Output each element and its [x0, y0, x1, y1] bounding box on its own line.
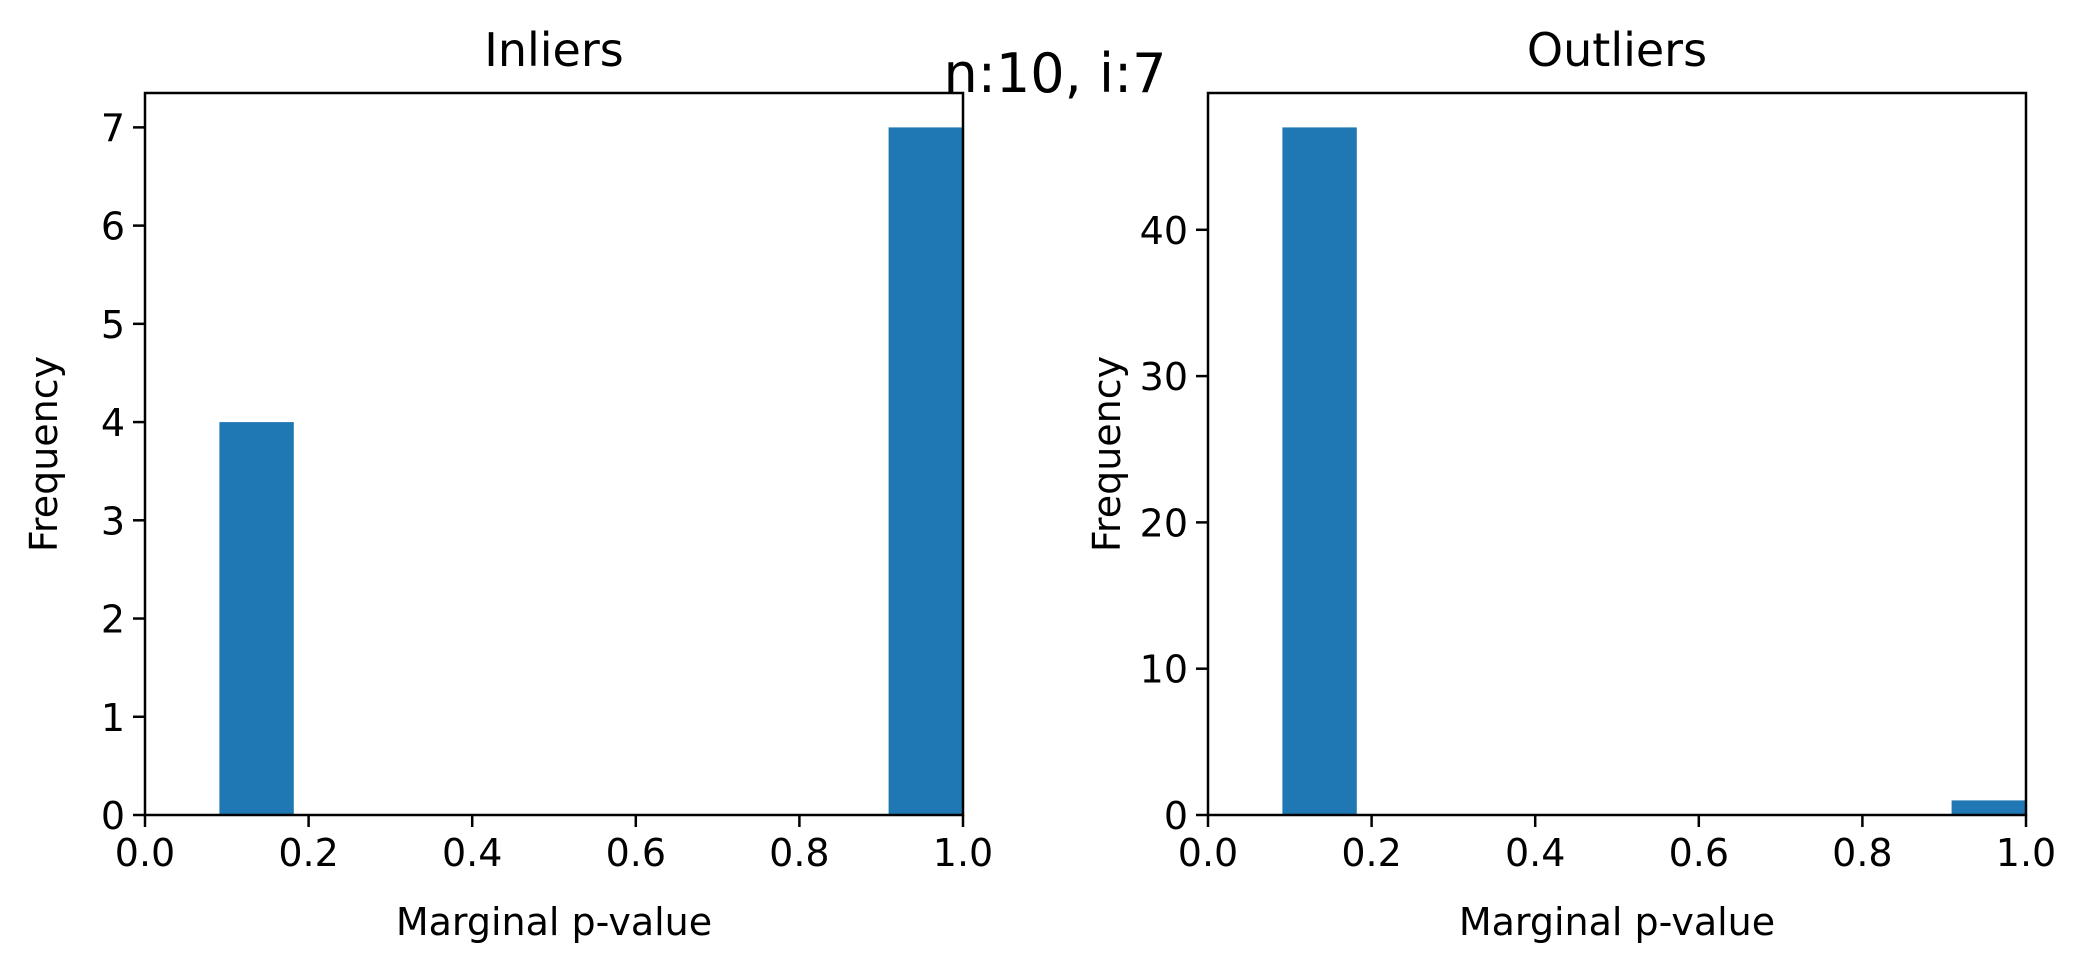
outliers-xtick-label-5: 1.0 — [1996, 831, 2056, 875]
outliers-xtick-label-0: 0.0 — [1178, 831, 1238, 875]
inliers-ytick-label-5: 5 — [101, 303, 125, 347]
outliers-ytick-label-3: 30 — [1140, 355, 1188, 399]
outliers-title: Outliers — [1527, 23, 1707, 77]
inliers-ytick-label-0: 0 — [101, 794, 125, 838]
outliers-ytick-label-4: 40 — [1140, 209, 1188, 253]
inliers-ytick-label-6: 6 — [101, 205, 125, 249]
outliers-ytick-label-2: 20 — [1140, 501, 1188, 545]
inliers-ytick-label-7: 7 — [101, 106, 125, 150]
figure-suptitle: n:10, i:7 — [943, 42, 1166, 105]
inliers-yticks: 0 1 2 3 4 5 6 7 — [101, 106, 145, 838]
inliers-bars — [219, 127, 963, 815]
inliers-xtick-label-4: 0.8 — [769, 831, 829, 875]
outliers-bar-0 — [1282, 127, 1357, 815]
inliers-xtick-label-3: 0.6 — [606, 831, 666, 875]
inliers-bar-1 — [888, 127, 963, 815]
outliers-ytick-label-1: 10 — [1140, 648, 1188, 692]
inliers-xticks: 0.0 0.2 0.4 0.6 0.8 1.0 — [115, 815, 993, 875]
inliers-axes-frame — [143, 91, 965, 817]
inliers-bar-0 — [219, 422, 294, 815]
outliers-ytick-label-0: 0 — [1164, 794, 1188, 838]
outliers-xtick-label-2: 0.4 — [1505, 831, 1565, 875]
outliers-xticks: 0.0 0.2 0.4 0.6 0.8 1.0 — [1178, 815, 2056, 875]
outliers-xtick-label-1: 0.2 — [1341, 831, 1401, 875]
inliers-ytick-label-4: 4 — [101, 401, 125, 445]
inliers-ytick-label-2: 2 — [101, 598, 125, 642]
inliers-xtick-label-2: 0.4 — [442, 831, 502, 875]
outliers-bars — [1282, 127, 2026, 815]
inliers-ytick-label-3: 3 — [101, 499, 125, 543]
inliers-xtick-label-5: 1.0 — [933, 831, 993, 875]
outliers-ylabel: Frequency — [1085, 356, 1129, 552]
inliers-ylabel: Frequency — [22, 356, 66, 552]
outliers-xtick-label-3: 0.6 — [1669, 831, 1729, 875]
inliers-xlabel: Marginal p-value — [396, 900, 712, 944]
inliers-ytick-label-1: 1 — [101, 696, 125, 740]
inliers-xtick-label-0: 0.0 — [115, 831, 175, 875]
outliers-bar-1 — [1951, 800, 2026, 815]
inliers-xtick-label-1: 0.2 — [278, 831, 338, 875]
outliers-axes-frame — [1206, 91, 2028, 817]
inliers-panel: 0 1 2 3 4 5 6 7 0.0 0.2 0.4 0.6 0.8 1.0 Inliers Marg… — [22, 23, 993, 944]
inliers-title: Inliers — [484, 23, 623, 77]
outliers-yticks: 0 10 20 30 40 — [1140, 209, 1208, 838]
outliers-xlabel: Marginal p-value — [1459, 900, 1775, 944]
outliers-panel: 0 10 20 30 40 0.0 0.2 0.4 0.6 0.8 1.0 Outliers Ma… — [1085, 23, 2056, 944]
outliers-xtick-label-4: 0.8 — [1832, 831, 1892, 875]
